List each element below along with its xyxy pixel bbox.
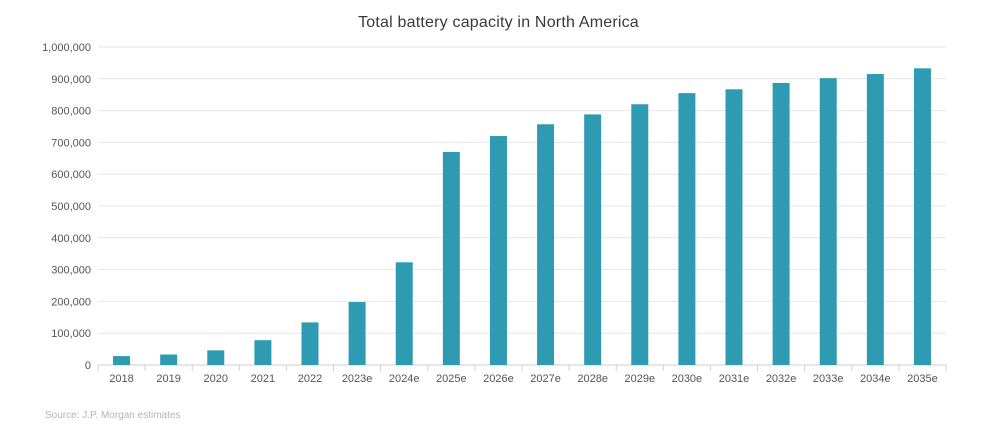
bar-2026e	[489, 136, 507, 365]
y-tick-label: 0	[85, 360, 91, 372]
bar-2025e	[442, 151, 460, 365]
bar-2034e	[866, 74, 884, 365]
x-tick-label: 2029e	[624, 373, 655, 385]
bar-2029e	[631, 104, 649, 366]
gridlines	[98, 46, 946, 366]
x-tick-label: 2034e	[860, 373, 891, 385]
x-tick-label: 2023e	[342, 373, 373, 385]
x-tick-label: 2030e	[672, 373, 703, 385]
x-tick-label: 2020	[204, 373, 228, 385]
bar-2021	[254, 340, 272, 365]
y-tick-label: 100,000	[51, 328, 91, 340]
y-tick-label: 200,000	[51, 296, 91, 308]
x-axis: 2018 2019 2020 2021 2022 2023e 2024e 2025e 2026e…	[97, 365, 947, 385]
x-tick-label: 2027e	[530, 373, 561, 385]
x-tick-label: 2026e	[483, 373, 514, 385]
y-axis: 0 100,000 200,000 300,000 400,000 500,000 600,…	[42, 42, 91, 372]
bar-2018	[113, 356, 131, 365]
x-tick-label: 2035e	[907, 373, 938, 385]
x-tick-label: 2024e	[389, 373, 420, 385]
x-tick-label: 2022	[298, 373, 322, 385]
x-tick-label: 2032e	[766, 373, 797, 385]
bar-2032e	[772, 82, 790, 366]
y-tick-label: 700,000	[51, 137, 91, 149]
bar-2020	[207, 350, 225, 365]
source-note: Source: J.P. Morgan estimates	[45, 410, 181, 421]
y-tick-label: 600,000	[51, 169, 91, 181]
x-tick-label: 2031e	[719, 373, 750, 385]
y-tick-label: 300,000	[51, 265, 91, 277]
y-tick-label: 900,000	[51, 74, 91, 86]
bars	[113, 68, 931, 366]
bar-2019	[160, 354, 178, 365]
bar-2027e	[537, 124, 555, 365]
y-tick-label: 1,000,000	[42, 42, 91, 54]
y-tick-label: 500,000	[51, 201, 91, 213]
x-tick-label: 2025e	[436, 373, 467, 385]
bar-2030e	[678, 93, 696, 366]
x-tick-label: 2019	[156, 373, 180, 385]
x-tick-label: 2021	[251, 373, 275, 385]
bar-2024e	[395, 262, 413, 365]
x-tick-label: 2033e	[813, 373, 844, 385]
bar-2033e	[819, 78, 837, 365]
bar-2022	[301, 322, 319, 365]
bar-2031e	[725, 89, 743, 365]
y-tick-label: 400,000	[51, 233, 91, 245]
y-tick-label: 800,000	[51, 106, 91, 118]
bar-2028e	[584, 114, 602, 365]
bar-2023e	[348, 302, 366, 365]
bar-2035e	[913, 68, 931, 365]
x-tick-label: 2018	[109, 373, 133, 385]
chart-title: Total battery capacity in North America	[358, 14, 639, 31]
x-tick-label: 2028e	[577, 373, 608, 385]
